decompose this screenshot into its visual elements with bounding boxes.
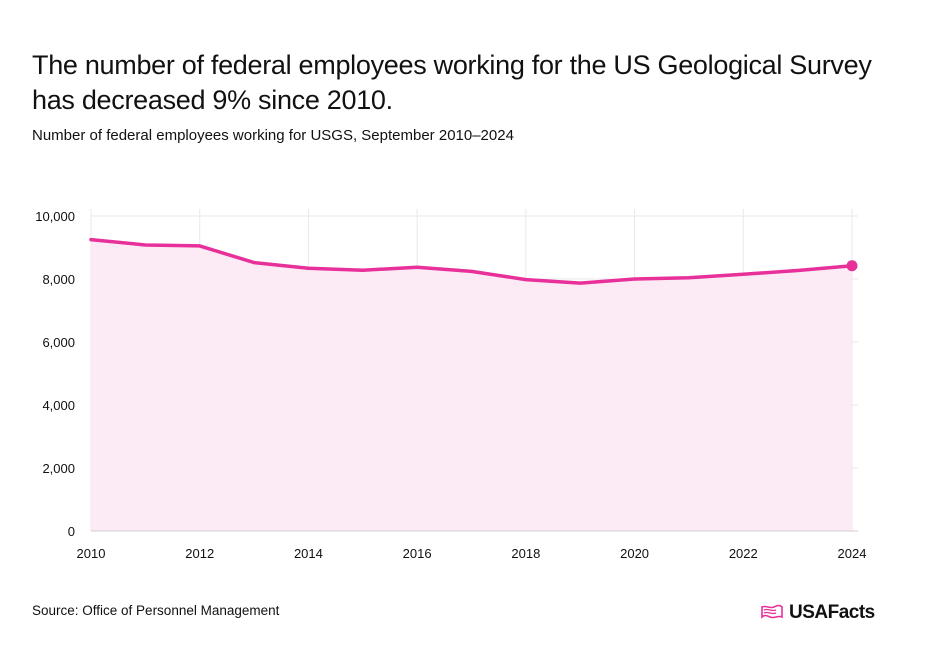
x-tick-label: 2014: [294, 546, 323, 561]
y-tick-label: 2,000: [42, 461, 75, 476]
end-point-marker: [846, 260, 858, 272]
chart-area: 0 2,000 4,000 6,000 8,000 10,000 2010 2012 2014…: [35, 209, 867, 561]
logo-text: USAFacts: [789, 602, 875, 623]
source-note: Source: Office of Personnel Management: [32, 603, 280, 618]
chart-subtitle: Number of federal employees working for …: [32, 127, 514, 144]
x-tick-label: 2022: [729, 546, 758, 561]
x-tick-label: 2020: [620, 546, 649, 561]
y-tick-label: 10,000: [35, 209, 75, 224]
y-tick-label: 8,000: [42, 272, 75, 287]
usafacts-logo[interactable]: USAFacts: [760, 600, 875, 626]
x-tick-label: 2010: [77, 546, 106, 561]
x-tick-label: 2016: [403, 546, 432, 561]
y-tick-label: 4,000: [42, 398, 75, 413]
flag-icon: [761, 604, 783, 619]
x-tick-label: 2012: [185, 546, 214, 561]
x-tick-label: 2018: [511, 546, 540, 561]
x-tick-label: 2024: [838, 546, 867, 561]
series-line: [89, 237, 854, 285]
x-axis-ticks: 2010 2012 2014 2016 2018 2020 2022 2024: [77, 546, 867, 561]
y-tick-label: 6,000: [42, 335, 75, 350]
y-tick-label: 0: [68, 524, 75, 539]
y-axis-ticks: 0 2,000 4,000 6,000 8,000 10,000: [35, 209, 75, 539]
chart-title: The number of federal employees working …: [32, 50, 872, 115]
series-area-fill: [91, 239, 852, 531]
